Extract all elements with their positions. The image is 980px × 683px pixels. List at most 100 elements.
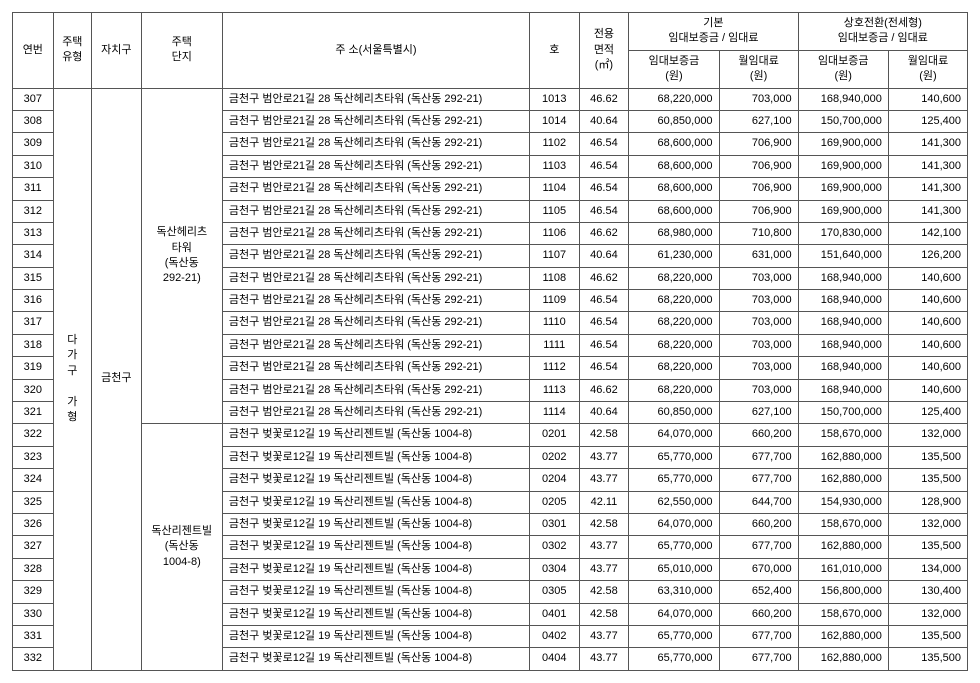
cell-conv-deposit: 162,880,000 — [798, 648, 888, 670]
cell-conv-deposit: 161,010,000 — [798, 558, 888, 580]
cell-address: 금천구 범안로21길 28 독산헤리츠타워 (독산동 292-21) — [222, 334, 529, 356]
cell-address: 금천구 벚꽃로12길 19 독산리젠트빌 (독산동 1004-8) — [222, 491, 529, 513]
cell-area: 43.77 — [579, 469, 629, 491]
cell-basic-deposit: 65,770,000 — [629, 625, 719, 647]
cell-conv-deposit: 151,640,000 — [798, 245, 888, 267]
cell-basic-rent: 660,200 — [719, 603, 798, 625]
cell-address: 금천구 범안로21길 28 독산헤리츠타워 (독산동 292-21) — [222, 312, 529, 334]
cell-conv-deposit: 168,940,000 — [798, 312, 888, 334]
cell-conv-rent: 126,200 — [888, 245, 967, 267]
th-conv-rent: 월임대료(원) — [888, 50, 967, 88]
cell-basic-rent: 652,400 — [719, 581, 798, 603]
cell-unit: 1104 — [529, 178, 579, 200]
th-conv-group: 상호전환(전세형)임대보증금 / 임대료 — [798, 13, 967, 51]
cell-conv-rent: 140,600 — [888, 88, 967, 110]
table-row: 322독산리젠트빌(독산동1004-8)금천구 벚꽃로12길 19 독산리젠트빌… — [13, 424, 968, 446]
cell-basic-rent: 677,700 — [719, 648, 798, 670]
cell-complex: 독산리젠트빌(독산동1004-8) — [141, 424, 222, 670]
cell-conv-deposit: 168,940,000 — [798, 88, 888, 110]
cell-basic-rent: 627,100 — [719, 110, 798, 132]
cell-seq: 325 — [13, 491, 54, 513]
cell-seq: 318 — [13, 334, 54, 356]
cell-unit: 1110 — [529, 312, 579, 334]
cell-conv-rent: 135,500 — [888, 625, 967, 647]
cell-conv-rent: 141,300 — [888, 200, 967, 222]
cell-area: 46.54 — [579, 334, 629, 356]
th-type: 주택유형 — [53, 13, 91, 89]
cell-address: 금천구 범안로21길 28 독산헤리츠타워 (독산동 292-21) — [222, 222, 529, 244]
cell-basic-deposit: 60,850,000 — [629, 110, 719, 132]
cell-basic-deposit: 68,220,000 — [629, 334, 719, 356]
cell-unit: 1013 — [529, 88, 579, 110]
cell-conv-rent: 140,600 — [888, 357, 967, 379]
cell-basic-rent: 706,900 — [719, 133, 798, 155]
cell-conv-deposit: 169,900,000 — [798, 155, 888, 177]
cell-area: 46.54 — [579, 133, 629, 155]
cell-conv-deposit: 168,940,000 — [798, 267, 888, 289]
th-basic-rent: 월임대료(원) — [719, 50, 798, 88]
cell-basic-rent: 660,200 — [719, 513, 798, 535]
cell-address: 금천구 벚꽃로12길 19 독산리젠트빌 (독산동 1004-8) — [222, 603, 529, 625]
cell-unit: 0401 — [529, 603, 579, 625]
cell-area: 40.64 — [579, 402, 629, 424]
cell-address: 금천구 범안로21길 28 독산헤리츠타워 (독산동 292-21) — [222, 133, 529, 155]
cell-seq: 310 — [13, 155, 54, 177]
cell-basic-rent: 703,000 — [719, 290, 798, 312]
cell-basic-rent: 710,800 — [719, 222, 798, 244]
th-complex: 주택단지 — [141, 13, 222, 89]
cell-conv-rent: 141,300 — [888, 178, 967, 200]
cell-address: 금천구 벚꽃로12길 19 독산리젠트빌 (독산동 1004-8) — [222, 581, 529, 603]
cell-seq: 326 — [13, 513, 54, 535]
cell-address: 금천구 벚꽃로12길 19 독산리젠트빌 (독산동 1004-8) — [222, 513, 529, 535]
cell-basic-deposit: 65,010,000 — [629, 558, 719, 580]
cell-basic-rent: 677,700 — [719, 625, 798, 647]
cell-address: 금천구 범안로21길 28 독산헤리츠타워 (독산동 292-21) — [222, 110, 529, 132]
cell-address: 금천구 벚꽃로12길 19 독산리젠트빌 (독산동 1004-8) — [222, 558, 529, 580]
cell-address: 금천구 범안로21길 28 독산헤리츠타워 (독산동 292-21) — [222, 155, 529, 177]
cell-conv-rent: 140,600 — [888, 379, 967, 401]
cell-conv-deposit: 158,670,000 — [798, 424, 888, 446]
cell-conv-deposit: 168,940,000 — [798, 290, 888, 312]
cell-basic-deposit: 68,220,000 — [629, 290, 719, 312]
cell-area: 46.54 — [579, 178, 629, 200]
cell-conv-rent: 132,000 — [888, 603, 967, 625]
cell-conv-rent: 132,000 — [888, 513, 967, 535]
th-seq: 연번 — [13, 13, 54, 89]
cell-basic-rent: 627,100 — [719, 402, 798, 424]
cell-district: 금천구 — [92, 88, 142, 670]
cell-address: 금천구 벚꽃로12길 19 독산리젠트빌 (독산동 1004-8) — [222, 536, 529, 558]
cell-basic-deposit: 61,230,000 — [629, 245, 719, 267]
cell-seq: 328 — [13, 558, 54, 580]
th-basic-group: 기본임대보증금 / 임대료 — [629, 13, 798, 51]
cell-area: 42.11 — [579, 491, 629, 513]
cell-address: 금천구 벚꽃로12길 19 독산리젠트빌 (독산동 1004-8) — [222, 424, 529, 446]
cell-area: 43.77 — [579, 446, 629, 468]
cell-basic-rent: 703,000 — [719, 334, 798, 356]
cell-basic-deposit: 65,770,000 — [629, 446, 719, 468]
cell-conv-rent: 134,000 — [888, 558, 967, 580]
cell-seq: 316 — [13, 290, 54, 312]
table-header: 연번 주택유형 자치구 주택단지 주 소(서울특별시) 호 전용면적(㎡) 기본… — [13, 13, 968, 89]
cell-basic-deposit: 65,770,000 — [629, 469, 719, 491]
cell-seq: 321 — [13, 402, 54, 424]
cell-basic-deposit: 65,770,000 — [629, 536, 719, 558]
cell-unit: 1113 — [529, 379, 579, 401]
cell-conv-deposit: 168,940,000 — [798, 379, 888, 401]
cell-area: 46.62 — [579, 379, 629, 401]
cell-seq: 329 — [13, 581, 54, 603]
cell-basic-deposit: 68,600,000 — [629, 200, 719, 222]
cell-conv-rent: 135,500 — [888, 446, 967, 468]
cell-seq: 309 — [13, 133, 54, 155]
cell-address: 금천구 벚꽃로12길 19 독산리젠트빌 (독산동 1004-8) — [222, 625, 529, 647]
cell-unit: 0402 — [529, 625, 579, 647]
cell-seq: 317 — [13, 312, 54, 334]
cell-basic-rent: 703,000 — [719, 379, 798, 401]
cell-basic-rent: 644,700 — [719, 491, 798, 513]
cell-unit: 0202 — [529, 446, 579, 468]
cell-basic-deposit: 60,850,000 — [629, 402, 719, 424]
cell-seq: 322 — [13, 424, 54, 446]
cell-unit: 1014 — [529, 110, 579, 132]
cell-seq: 314 — [13, 245, 54, 267]
cell-conv-deposit: 169,900,000 — [798, 178, 888, 200]
cell-conv-rent: 142,100 — [888, 222, 967, 244]
